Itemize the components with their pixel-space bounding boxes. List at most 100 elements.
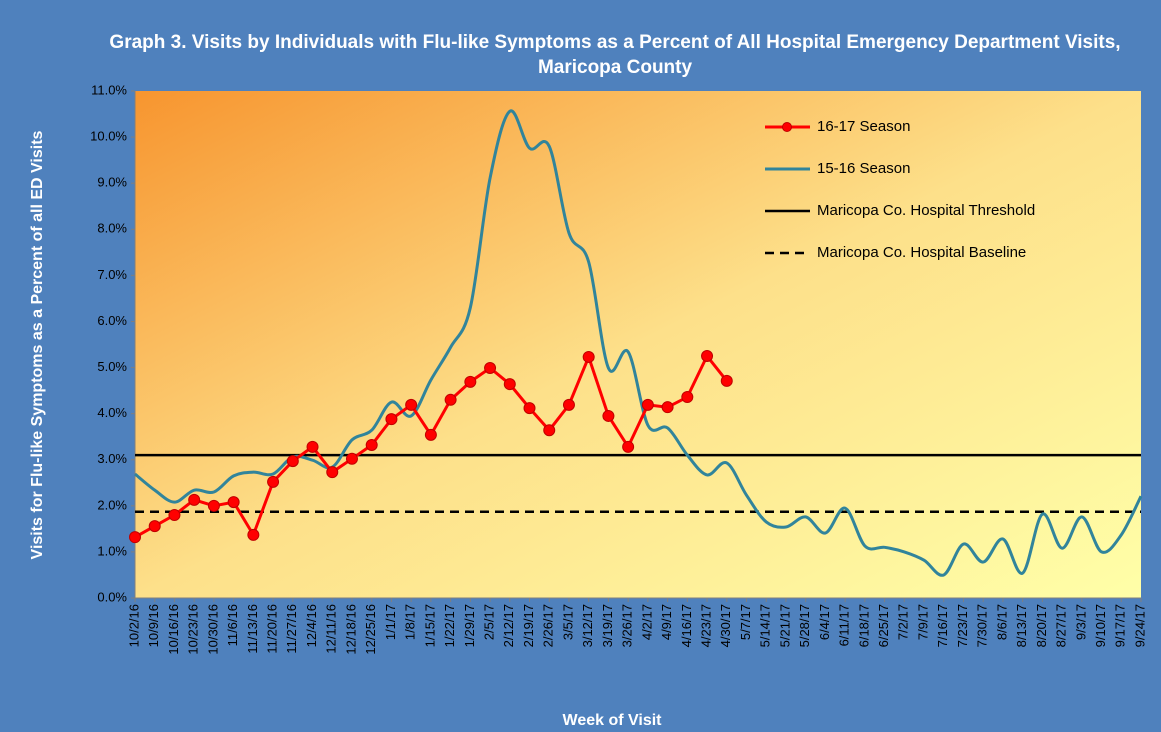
y-tick-label: 2.0% xyxy=(97,497,127,512)
x-tick-label: 10/30/16 xyxy=(205,604,220,655)
data-point xyxy=(188,493,201,506)
x-tick-label: 2/26/17 xyxy=(541,604,556,647)
y-tick-label: 7.0% xyxy=(97,267,127,282)
legend-label: 15-16 Season xyxy=(817,160,910,177)
x-tick-label: 9/17/17 xyxy=(1113,604,1128,647)
data-point xyxy=(602,409,615,422)
legend-label: Maricopa Co. Hospital Threshold xyxy=(817,202,1035,219)
x-tick-label: 3/5/17 xyxy=(560,604,575,640)
data-point xyxy=(582,350,595,363)
y-tick-label: 9.0% xyxy=(97,175,127,190)
y-tick-label: 4.0% xyxy=(97,405,127,420)
legend-label: 16-17 Season xyxy=(817,118,910,135)
series-line xyxy=(134,109,1143,577)
data-point xyxy=(720,374,733,387)
y-tick-label: 8.0% xyxy=(97,221,127,236)
data-point xyxy=(503,378,516,391)
data-point xyxy=(129,531,141,544)
data-point xyxy=(227,496,240,509)
data-point xyxy=(681,391,694,404)
x-tick-label: 5/14/17 xyxy=(758,604,773,647)
data-point xyxy=(523,402,536,415)
x-tick-label: 8/20/17 xyxy=(1034,604,1049,647)
x-tick-label: 5/7/17 xyxy=(738,604,753,640)
data-point xyxy=(661,401,674,414)
x-tick-label: 1/15/17 xyxy=(422,604,437,647)
x-tick-label: 4/9/17 xyxy=(659,604,674,640)
x-tick-label: 2/12/17 xyxy=(501,604,516,647)
data-point xyxy=(345,452,358,465)
x-tick-label: 12/11/16 xyxy=(324,604,339,654)
data-point xyxy=(701,350,714,363)
x-tick-label: 9/10/17 xyxy=(1093,604,1108,647)
data-point xyxy=(247,528,260,541)
y-tick-label: 0.0% xyxy=(97,589,127,604)
y-tick-label: 1.0% xyxy=(97,543,127,558)
data-point xyxy=(286,455,299,468)
x-tick-label: 1/8/17 xyxy=(403,604,418,640)
x-tick-label: 10/23/16 xyxy=(186,604,201,655)
x-tick-label: 12/18/16 xyxy=(343,604,358,655)
x-tick-label: 11/13/16 xyxy=(245,604,260,654)
y-axis-label: Visits for Flu-like Symptoms as a Percen… xyxy=(29,130,46,559)
x-axis-label: Week of Visit xyxy=(563,712,663,729)
x-tick-label: 3/12/17 xyxy=(580,604,595,647)
data-point xyxy=(148,520,161,533)
data-point xyxy=(444,393,457,406)
legend-marker xyxy=(782,122,792,132)
x-tick-label: 6/4/17 xyxy=(817,604,832,640)
y-tick-label: 6.0% xyxy=(97,313,127,328)
x-tick-label: 8/27/17 xyxy=(1054,604,1069,647)
data-point xyxy=(622,440,635,453)
x-tick-label: 3/19/17 xyxy=(600,604,615,647)
x-tick-label: 1/1/17 xyxy=(383,604,398,640)
x-tick-label: 4/2/17 xyxy=(639,604,654,640)
x-tick-label: 10/2/16 xyxy=(126,604,141,647)
data-point xyxy=(365,438,378,451)
x-tick-label: 5/21/17 xyxy=(777,604,792,647)
x-tick-label: 11/20/16 xyxy=(265,604,280,654)
chart-title: Graph 3. Visits by Individuals with Flu-… xyxy=(109,32,1121,78)
data-point xyxy=(562,398,575,411)
x-tick-label: 11/6/16 xyxy=(225,604,240,646)
x-tick-label: 4/16/17 xyxy=(679,604,694,647)
x-tick-label: 11/27/16 xyxy=(284,604,299,654)
data-point xyxy=(464,375,477,388)
data-point xyxy=(306,440,319,453)
y-tick-label: 3.0% xyxy=(97,451,127,466)
x-tick-label: 1/22/17 xyxy=(442,604,457,647)
x-tick-label: 7/16/17 xyxy=(935,604,950,647)
x-tick-label: 8/6/17 xyxy=(994,604,1009,640)
legend-label: Maricopa Co. Hospital Baseline xyxy=(817,244,1026,261)
x-tick-label: 10/9/16 xyxy=(146,604,161,647)
x-tick-label: 1/29/17 xyxy=(462,604,477,647)
data-point xyxy=(326,466,339,479)
data-point xyxy=(641,398,654,411)
data-point xyxy=(207,499,220,512)
x-tick-label: 2/19/17 xyxy=(521,604,536,647)
data-point xyxy=(484,362,497,375)
x-tick-label: 5/28/17 xyxy=(797,604,812,647)
data-point xyxy=(385,413,398,426)
x-tick-label: 12/4/16 xyxy=(304,604,319,647)
x-tick-label: 6/11/17 xyxy=(837,604,852,646)
x-tick-label: 7/30/17 xyxy=(975,604,990,647)
data-point xyxy=(267,475,280,488)
x-tick-label: 4/30/17 xyxy=(718,604,733,647)
x-tick-label: 6/18/17 xyxy=(856,604,871,647)
x-tick-label: 10/16/16 xyxy=(166,604,181,655)
x-tick-label: 8/13/17 xyxy=(1014,604,1029,647)
x-tick-label: 6/25/17 xyxy=(876,604,891,647)
x-tick-label: 12/25/16 xyxy=(363,604,378,655)
y-tick-label: 5.0% xyxy=(97,359,127,374)
data-point xyxy=(543,424,556,437)
x-tick-label: 7/23/17 xyxy=(955,604,970,647)
x-tick-label: 4/23/17 xyxy=(698,604,713,647)
data-point xyxy=(168,509,181,522)
y-tick-label: 10.0% xyxy=(90,129,127,144)
x-tick-label: 3/26/17 xyxy=(620,604,635,647)
plot-area xyxy=(135,91,1141,598)
y-tick-label: 11.0% xyxy=(91,82,127,97)
